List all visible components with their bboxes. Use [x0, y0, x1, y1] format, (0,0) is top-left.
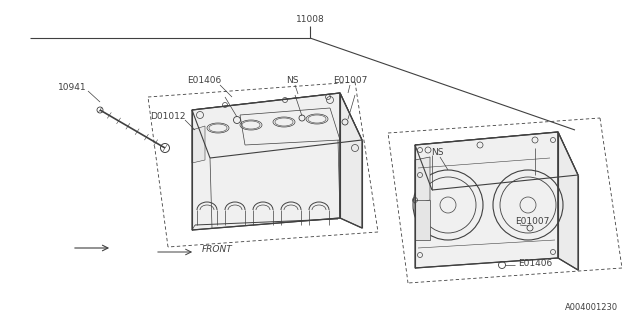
Text: NS: NS: [431, 148, 444, 156]
Text: D01012: D01012: [150, 111, 186, 121]
Polygon shape: [192, 126, 205, 163]
Text: 11008: 11008: [296, 14, 324, 23]
Text: E01406: E01406: [187, 76, 221, 84]
Text: A004001230: A004001230: [565, 303, 618, 313]
Text: E01007: E01007: [333, 76, 367, 84]
Polygon shape: [415, 132, 578, 190]
Polygon shape: [558, 132, 578, 270]
Polygon shape: [192, 93, 362, 158]
Polygon shape: [415, 200, 430, 240]
Text: FRONT: FRONT: [202, 245, 233, 254]
Polygon shape: [192, 93, 340, 230]
Text: 10941: 10941: [58, 83, 86, 92]
Polygon shape: [340, 93, 362, 228]
Polygon shape: [415, 157, 430, 204]
Text: NS: NS: [285, 76, 298, 84]
Polygon shape: [415, 132, 558, 268]
Text: E01406: E01406: [518, 259, 552, 268]
Text: E01007: E01007: [515, 218, 549, 227]
